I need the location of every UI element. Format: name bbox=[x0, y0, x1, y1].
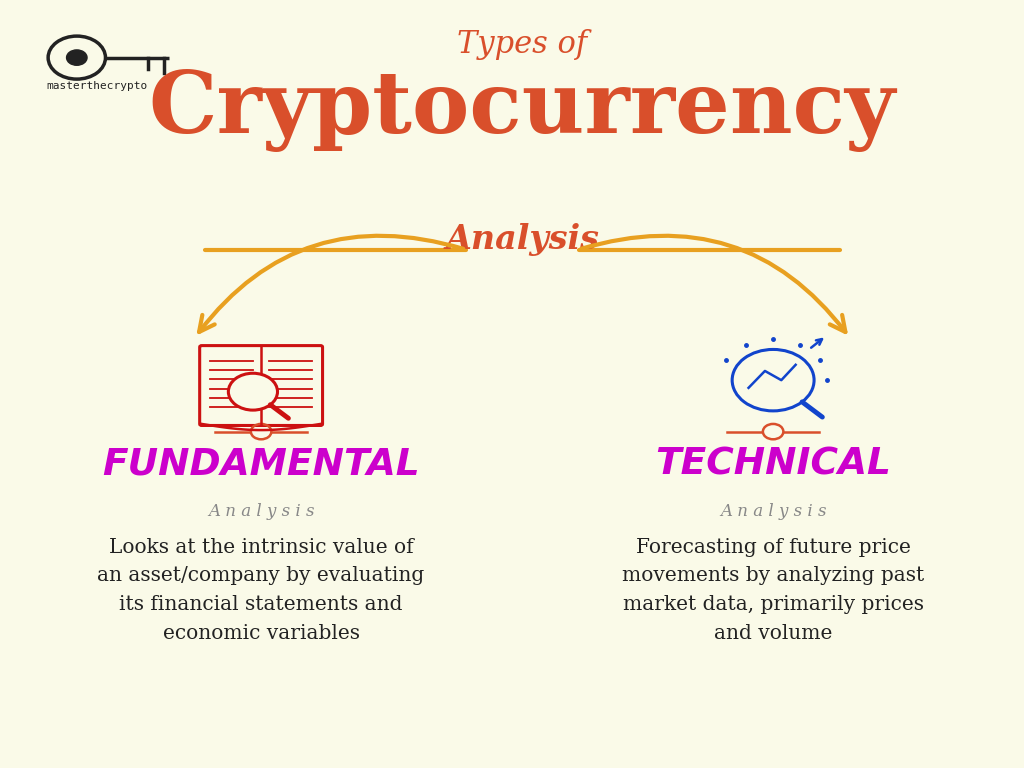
Text: Types of: Types of bbox=[457, 29, 588, 60]
Text: Forecasting of future price
movements by analyzing past
market data, primarily p: Forecasting of future price movements by… bbox=[622, 538, 925, 643]
Text: A n a l y s i s: A n a l y s i s bbox=[720, 503, 826, 520]
Text: TECHNICAL: TECHNICAL bbox=[655, 447, 891, 483]
Circle shape bbox=[67, 50, 87, 65]
Text: A n a l y s i s: A n a l y s i s bbox=[208, 503, 314, 520]
Text: masterthecrypto: masterthecrypto bbox=[47, 81, 147, 91]
Text: Looks at the intrinsic value of
an asset/company by evaluating
its financial sta: Looks at the intrinsic value of an asset… bbox=[97, 538, 425, 643]
Circle shape bbox=[228, 373, 278, 410]
Text: Cryptocurrency: Cryptocurrency bbox=[148, 68, 896, 151]
Circle shape bbox=[732, 349, 814, 411]
Text: FUNDAMENTAL: FUNDAMENTAL bbox=[102, 447, 420, 483]
Text: Analysis: Analysis bbox=[445, 223, 599, 256]
